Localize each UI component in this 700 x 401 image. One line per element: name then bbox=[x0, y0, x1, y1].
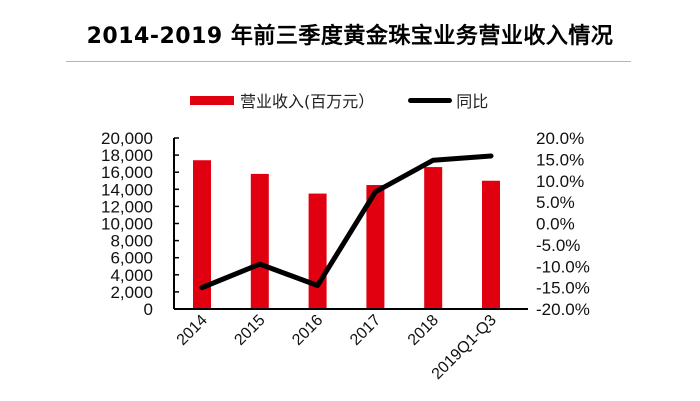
right-tick-label: 10.0% bbox=[536, 172, 584, 191]
left-tick-label: 12,000 bbox=[101, 197, 153, 216]
left-tick-label: 6,000 bbox=[110, 249, 153, 268]
chart-title: 2014-2019 年前三季度黄金珠宝业务营业收入情况 bbox=[86, 24, 614, 49]
left-tick-label: 2,000 bbox=[110, 283, 153, 302]
left-tick-label: 4,000 bbox=[110, 266, 153, 285]
x-tick-label: 2018 bbox=[405, 312, 442, 349]
left-y-axis: 02,0004,0006,0008,00010,00012,00014,0001… bbox=[101, 129, 179, 319]
right-tick-label: -15.0% bbox=[536, 279, 590, 298]
x-tick-label: 2014 bbox=[174, 312, 211, 349]
revenue-bar bbox=[366, 185, 385, 309]
right-tick-label: 5.0% bbox=[536, 193, 575, 212]
right-tick-label: -5.0% bbox=[536, 236, 580, 255]
left-tick-label: 16,000 bbox=[101, 163, 153, 182]
x-tick-label: 2017 bbox=[347, 312, 384, 349]
x-tick-label: 2015 bbox=[231, 312, 268, 349]
right-tick-label: 15.0% bbox=[536, 150, 584, 169]
right-tick-label: 20.0% bbox=[536, 129, 584, 148]
left-tick-label: 18,000 bbox=[101, 146, 153, 165]
revenue-bars bbox=[193, 160, 500, 309]
bar-swatch-icon bbox=[190, 95, 234, 105]
legend-label-revenue: 营业收入(百万元） bbox=[240, 92, 375, 111]
left-tick-label: 0 bbox=[144, 300, 153, 319]
right-tick-label: -20.0% bbox=[536, 300, 590, 319]
legend-item-yoy: 同比 bbox=[408, 88, 488, 112]
left-tick-label: 8,000 bbox=[110, 232, 153, 251]
left-tick-label: 14,000 bbox=[101, 180, 153, 199]
left-tick-label: 20,000 bbox=[101, 129, 153, 148]
right-y-axis: -20.0% -15.0% -10.0% -5.0% 0.0% 5.0% 10.0% 15.0… bbox=[536, 129, 590, 319]
line-swatch-icon bbox=[408, 97, 453, 103]
revenue-bar bbox=[424, 167, 443, 309]
chart-legend: 营业收入(百万元） 同比 bbox=[190, 88, 522, 112]
revenue-bar bbox=[250, 173, 269, 309]
revenue-bar bbox=[308, 193, 327, 309]
revenue-bar bbox=[482, 180, 500, 309]
yoy-line bbox=[199, 153, 494, 291]
title-divider bbox=[66, 61, 631, 62]
x-tick-label: 2016 bbox=[289, 312, 326, 349]
legend-item-revenue: 营业收入(百万元） bbox=[190, 88, 374, 112]
left-tick-label: 10,000 bbox=[101, 215, 153, 234]
revenue-bar bbox=[193, 160, 211, 309]
right-tick-label: 0.0% bbox=[536, 215, 575, 234]
right-tick-label: -10.0% bbox=[536, 257, 590, 276]
legend-label-yoy: 同比 bbox=[456, 92, 489, 111]
yoy-polyline bbox=[199, 153, 494, 291]
